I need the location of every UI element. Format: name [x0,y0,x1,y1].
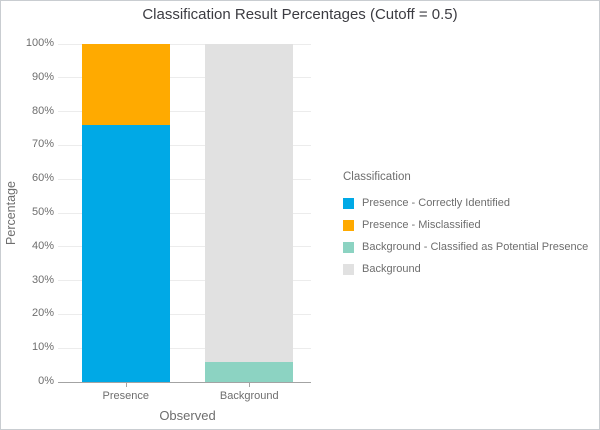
legend: Classification Presence - Correctly Iden… [343,171,588,280]
legend-rows: Presence - Correctly Identified Presence … [343,192,588,280]
legend-label: Background [362,263,421,275]
bar-segment-presence-misclassified[interactable] [81,44,170,126]
x-tick-mark [125,382,127,387]
x-axis-line [58,381,311,383]
y-tick-label: 10% [31,341,54,354]
y-tick-label: 80% [31,104,54,117]
y-tick-label: 70% [31,138,54,151]
y-tick-label: 20% [31,307,54,320]
y-tick-label: 30% [31,273,54,286]
gridline [58,280,311,282]
x-tick-mark [249,382,251,387]
y-tick-label: 40% [31,239,54,252]
y-tick-label: 50% [31,206,54,218]
x-tick-label-presence: Presence [102,390,149,402]
y-tick-label: 90% [31,70,54,83]
x-axis-title: Observed [159,408,216,423]
bar-segment-presence-correctly-identified[interactable] [81,125,170,382]
bar-segment-background-classified-as-potential-presence[interactable] [205,361,294,382]
legend-item: Presence - Correctly Identified [343,192,588,214]
x-axis-tick-labels: Presence Background [64,390,311,404]
legend-swatch-icon [343,219,354,231]
legend-label: Presence - Misclassified [362,219,481,231]
gridline [58,178,311,180]
y-axis-title: Percentage [4,181,18,245]
legend-item: Background - Classified as Potential Pre… [343,236,588,258]
gridline [58,212,311,214]
gridline [58,43,311,45]
legend-label: Background - Classified as Potential Pre… [362,241,589,253]
legend-label: Presence - Correctly Identified [362,197,510,209]
legend-swatch-icon [343,197,354,209]
legend-swatch-icon [343,263,354,275]
legend-item: Presence - Misclassified [343,214,588,236]
gridline [58,246,311,248]
x-tick-label-background: Background [219,390,279,402]
bar-segment-background[interactable] [205,44,294,362]
legend-item: Background [343,258,588,280]
gridline [58,111,311,113]
y-axis-tick-labels: 0% 10% 20% 30% 40% 50% 60% 70% 80% 90% 100% [1,37,54,387]
chart-title: Classification Result Percentages (Cutof… [142,6,458,23]
y-tick-label: 60% [31,172,54,185]
gridline [58,77,311,79]
y-tick-label: 0% [38,375,54,387]
plot-area [58,43,311,387]
gridline [58,144,311,146]
y-tick-label: 100% [25,37,54,49]
legend-title: Classification [343,171,411,183]
legend-swatch-icon [343,241,354,253]
gridline [58,313,311,315]
gridline [58,347,311,349]
